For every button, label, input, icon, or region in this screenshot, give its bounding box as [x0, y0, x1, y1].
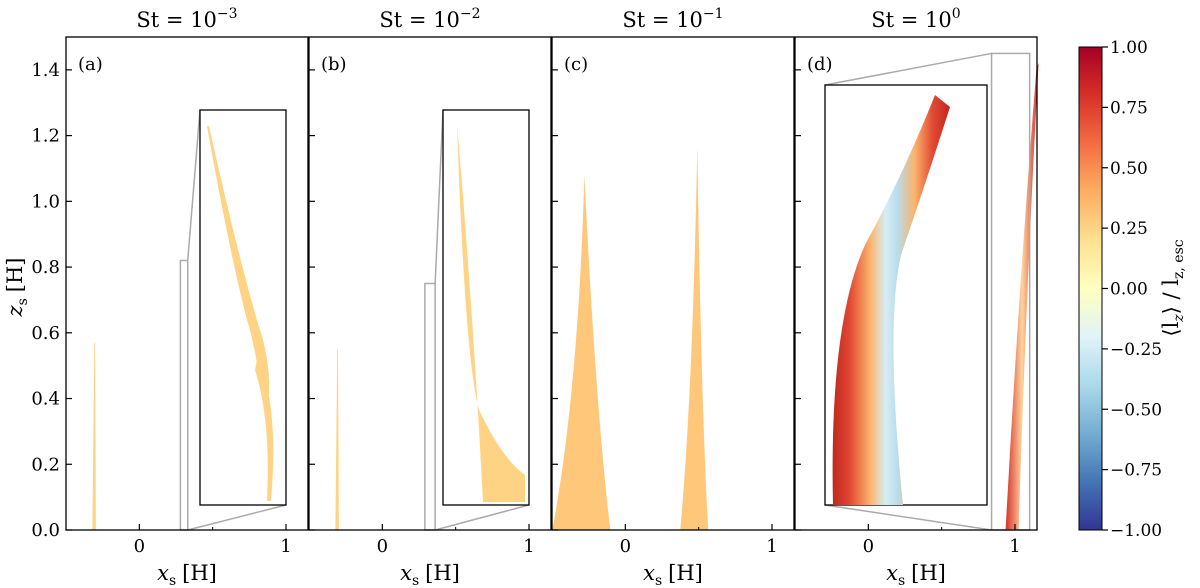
zoom-connector	[187, 504, 287, 531]
stream-1	[335, 349, 339, 530]
panel-title: St = 10−2	[379, 6, 480, 32]
x-axis-label: xs [H]	[400, 561, 460, 588]
x-tick-label: 0	[620, 536, 631, 557]
colorbar-tick-label: −0.75	[1110, 461, 1162, 481]
y-axis-label: zs[H]	[3, 258, 31, 318]
inset-stream	[207, 125, 274, 501]
panel-1: 0 1 0.0 0.2 0.4 0.6 0.8 1.0 1.2 1.4 (a) St = 10−3 xs…	[31, 6, 309, 588]
colorbar-tick-label: −0.25	[1110, 340, 1162, 360]
panel-4: 0 1 (d) St = 100 xs [H]	[794, 6, 1039, 588]
x-axis-label: xs [H]	[157, 561, 217, 588]
panel-label: (c)	[564, 54, 588, 75]
panel-frame	[551, 36, 795, 531]
colorbar-tick-label: 0.00	[1110, 280, 1148, 300]
colorbar-tick-label: −0.50	[1110, 400, 1162, 420]
x-axis-label: xs [H]	[643, 561, 703, 588]
panel-frame	[794, 36, 1038, 531]
panel-title: St = 10−1	[622, 6, 723, 32]
panel-label: (d)	[807, 54, 833, 75]
zoom-box	[424, 282, 436, 531]
x-axis-label: xs [H]	[886, 561, 946, 588]
stream-2	[680, 145, 709, 530]
colorbar-tick-label: 0.50	[1110, 159, 1148, 179]
panel-label: (a)	[78, 54, 103, 75]
zoom-connector	[824, 504, 992, 531]
inset-stream	[457, 124, 525, 502]
y-tick-label: 0.6	[31, 323, 60, 344]
panel-frame	[308, 36, 552, 531]
zoom-box	[179, 259, 189, 531]
colorbar-tick-label: 1.00	[1110, 38, 1148, 58]
y-tick-label: 0.8	[31, 257, 60, 278]
inset-stream	[832, 95, 950, 505]
zoom-connector	[434, 109, 444, 284]
panel-frame	[65, 36, 309, 531]
panel-title: St = 10−3	[136, 6, 237, 32]
panel-title: St = 100	[871, 6, 960, 32]
colorbar-gradient	[1078, 46, 1103, 531]
panel-label: (b)	[321, 54, 347, 75]
y-tick-label: 1.2	[31, 126, 60, 147]
panel-2: 0 1 (b) St = 10−2 xs [H]	[308, 6, 552, 588]
stream-1	[1005, 63, 1039, 530]
y-tick-label: 0.0	[31, 520, 60, 541]
panels: 0 1 0.0 0.2 0.4 0.6 0.8 1.0 1.2 1.4 (a) St = 10−3 xs…	[31, 6, 1039, 588]
colorbar-tick-label: −1.00	[1110, 521, 1162, 541]
x-tick-label: 0	[134, 536, 145, 557]
x-tick-label: 1	[1009, 536, 1020, 557]
zoom-connector	[824, 52, 992, 86]
x-tick-label: 0	[377, 536, 388, 557]
stream-1	[92, 342, 96, 530]
y-tick-label: 1.0	[31, 191, 60, 212]
x-tick-label: 1	[280, 536, 291, 557]
colorbar-ticks: 1.00 0.75 0.50 0.25 0.00 −0.25 −0.50 −0.75 −1.00	[1102, 38, 1162, 541]
stream-1	[552, 175, 611, 531]
colorbar-tick-label: 0.25	[1110, 219, 1148, 239]
zoom-connector	[434, 504, 530, 531]
x-tick-label: 1	[523, 536, 534, 557]
shared-axis-labels: zs[H]	[3, 258, 31, 318]
colorbar: 1.00 0.75 0.50 0.25 0.00 −0.25 −0.50 −0.75 −1.00…	[1078, 38, 1187, 541]
y-tick-label: 1.4	[31, 60, 60, 81]
y-tick-label: 0.4	[31, 389, 60, 410]
zoom-connector	[186, 109, 201, 261]
colorbar-tick-label: 0.75	[1110, 98, 1148, 118]
x-tick-label: 1	[766, 536, 777, 557]
x-tick-label: 0	[863, 536, 874, 557]
colorbar-label: ⟨lz⟩ / lz, esc	[1159, 239, 1187, 336]
panel-3: 0 1 (c) St = 10−1 xs [H]	[551, 6, 795, 588]
y-tick-label: 0.2	[31, 454, 60, 475]
